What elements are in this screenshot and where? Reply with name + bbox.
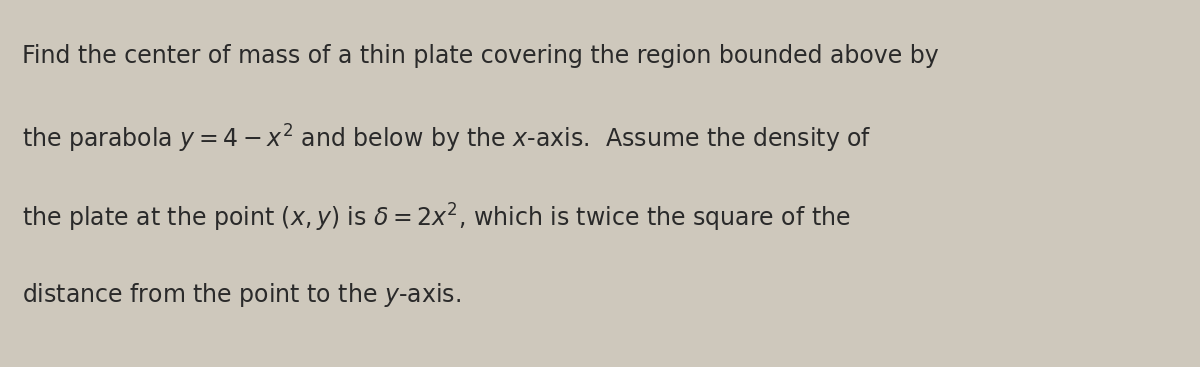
Text: the parabola $y = 4 - x^2$ and below by the $x$-axis.  Assume the density of: the parabola $y = 4 - x^2$ and below by … bbox=[22, 123, 871, 155]
Text: distance from the point to the $y$-axis.: distance from the point to the $y$-axis. bbox=[22, 281, 461, 309]
Text: the plate at the point $(x, y)$ is $\delta = 2x^2$, which is twice the square of: the plate at the point $(x, y)$ is $\del… bbox=[22, 202, 851, 234]
Text: Find the center of mass of a thin plate covering the region bounded above by: Find the center of mass of a thin plate … bbox=[22, 44, 938, 68]
